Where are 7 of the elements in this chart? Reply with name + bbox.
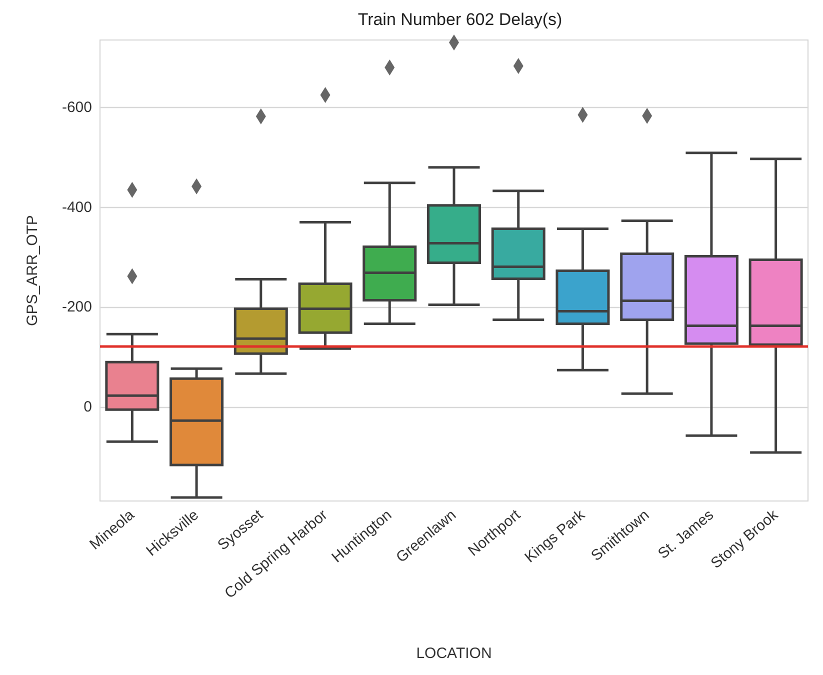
y-tick-label: -400: [62, 198, 92, 216]
x-axis-title: LOCATION: [416, 645, 492, 662]
y-tick-label: -200: [62, 298, 92, 316]
y-axis-title: GPS_ARR_OTP: [24, 215, 41, 326]
y-tick-label: -600: [62, 98, 92, 116]
chart-title: Train Number 602 Delay(s): [358, 10, 562, 29]
y-tick-label: 0: [84, 398, 92, 416]
